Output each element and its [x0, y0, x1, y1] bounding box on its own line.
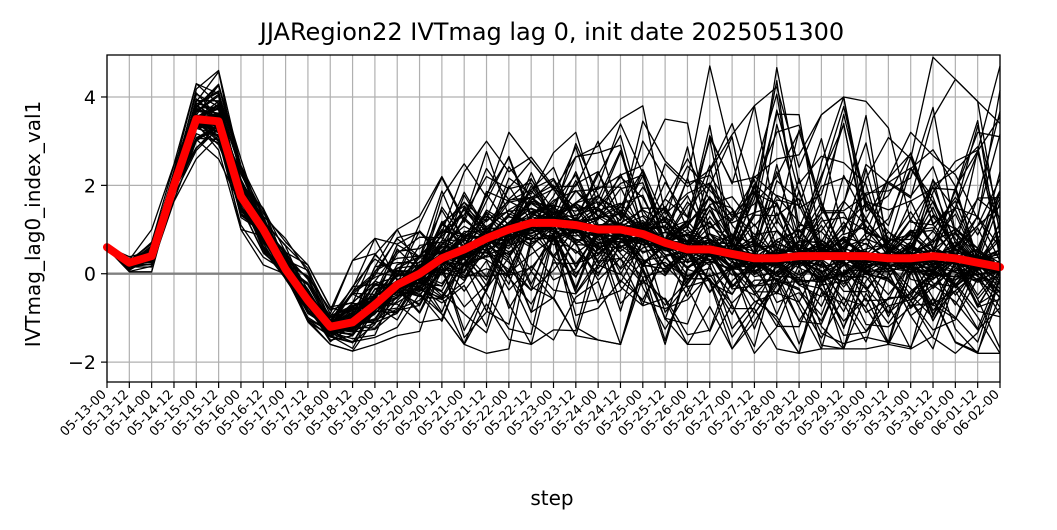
y-tick-label: 4 — [84, 87, 96, 109]
chart-title: JJARegion22 IVTmag lag 0, init date 2025… — [258, 18, 844, 46]
ensemble-mean-polyline — [103, 115, 1004, 331]
ensemble-member-line — [106, 135, 1001, 354]
ensemble-member-line — [106, 118, 1001, 354]
ensemble-mean-line — [103, 115, 1004, 331]
ensemble-member-line — [106, 79, 1001, 324]
y-axis-label: IVTmag_lag0_index_val1 — [21, 101, 45, 348]
y-tick-label: 0 — [84, 264, 96, 286]
x-axis-label: step — [530, 486, 573, 510]
x-axis-ticks: 05-13-0005-13-1205-14-0005-14-1205-15-00… — [57, 382, 1003, 440]
y-tick-label: 2 — [84, 175, 96, 197]
y-axis-ticks: −2 0 2 4 — [68, 87, 107, 374]
y-tick-label: −2 — [68, 352, 96, 374]
ensemble-member-line — [106, 69, 1001, 328]
ensemble-member-line — [106, 129, 1001, 354]
